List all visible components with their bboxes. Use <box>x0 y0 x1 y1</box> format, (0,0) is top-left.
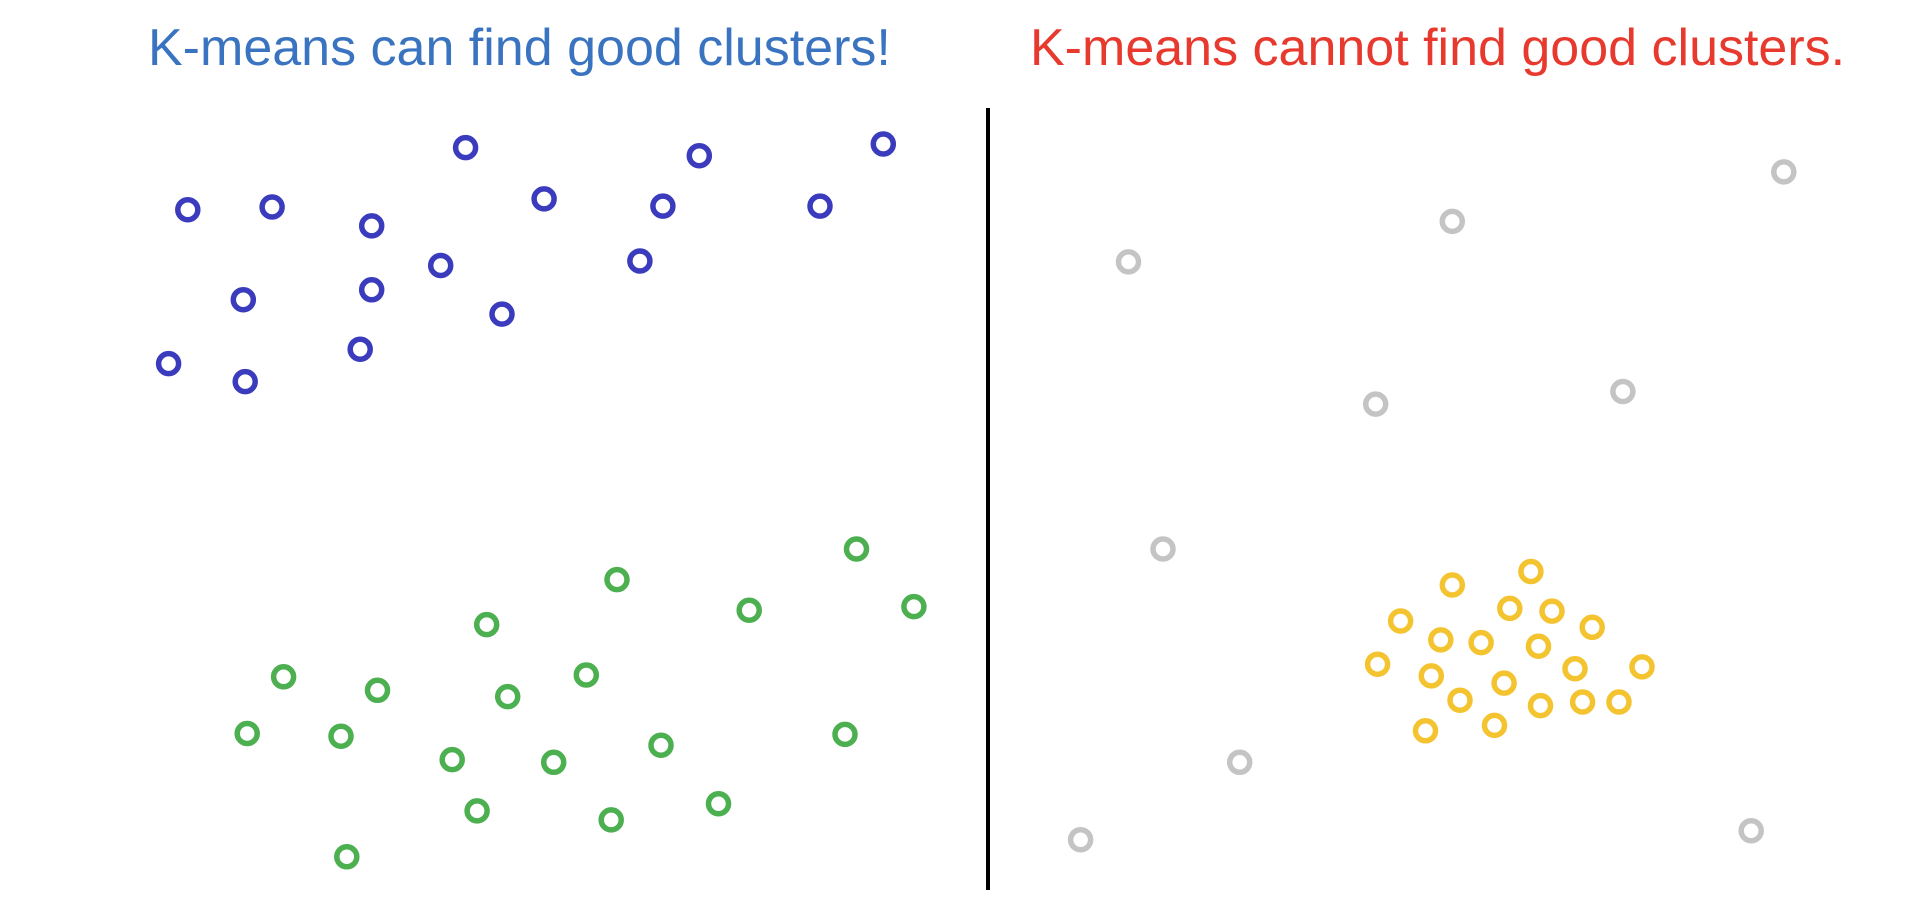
yellow-point-14 <box>1629 654 1655 680</box>
gray-point-3 <box>1771 159 1797 185</box>
green-point-10 <box>234 720 260 747</box>
green-point-3 <box>736 597 762 623</box>
gray-point-8 <box>1067 826 1094 853</box>
gray-point-2 <box>1439 208 1466 235</box>
gray-point-1 <box>1115 249 1142 275</box>
blue-point-5 <box>531 186 557 212</box>
gray-point-6 <box>1150 536 1176 562</box>
yellow-point-1 <box>1439 572 1466 598</box>
blue-point-6 <box>650 193 676 219</box>
yellow-point-16 <box>1527 692 1554 719</box>
yellow-point-12 <box>1491 670 1517 696</box>
blue-point-8 <box>807 193 833 219</box>
yellow-point-8 <box>1525 633 1552 659</box>
yellow-point-6 <box>1428 627 1454 653</box>
green-point-11 <box>328 723 354 749</box>
green-point-16 <box>464 798 490 824</box>
gray-point-5 <box>1610 378 1636 405</box>
blue-point-10 <box>230 286 257 313</box>
yellow-point-10 <box>1364 651 1391 677</box>
green-point-1 <box>843 536 870 562</box>
yellow-point-19 <box>1412 718 1439 744</box>
green-point-17 <box>598 807 624 833</box>
green-point-8 <box>494 683 521 710</box>
green-point-4 <box>473 611 500 638</box>
green-point-14 <box>648 732 674 758</box>
left-panel <box>155 131 927 870</box>
green-point-6 <box>270 664 297 690</box>
green-point-19 <box>334 844 360 870</box>
blue-point-3 <box>358 213 385 239</box>
yellow-point-11 <box>1418 663 1445 689</box>
yellow-point-5 <box>1539 598 1565 624</box>
yellow-point-18 <box>1606 689 1632 715</box>
green-point-9 <box>573 662 600 688</box>
yellow-point-9 <box>1579 614 1605 641</box>
green-point-18 <box>705 790 732 817</box>
green-point-15 <box>832 721 858 748</box>
right-panel <box>1067 159 1797 853</box>
green-point-12 <box>439 746 465 773</box>
blue-point-9 <box>870 131 897 157</box>
gray-point-4 <box>1362 391 1389 417</box>
blue-point-11 <box>358 277 385 303</box>
yellow-point-4 <box>1497 595 1523 622</box>
blue-point-2 <box>259 194 285 220</box>
left-panel-title: K-means can find good clusters! <box>148 19 891 77</box>
yellow-point-15 <box>1447 687 1473 713</box>
blue-point-1 <box>175 196 201 223</box>
yellow-point-7 <box>1468 629 1494 656</box>
yellow-point-3 <box>1387 608 1414 634</box>
blue-point-12 <box>427 252 454 279</box>
blue-point-15 <box>155 350 182 377</box>
yellow-point-20 <box>1481 712 1508 739</box>
right-panel-title: K-means cannot find good clusters. <box>1030 19 1846 77</box>
green-point-5 <box>901 593 927 620</box>
yellow-point-17 <box>1569 689 1596 715</box>
blue-point-4 <box>452 134 479 161</box>
yellow-point-2 <box>1518 558 1544 585</box>
gray-point-9 <box>1738 817 1764 844</box>
blue-point-13 <box>489 301 515 327</box>
green-point-13 <box>540 749 567 776</box>
green-point-7 <box>364 677 391 704</box>
yellow-point-13 <box>1562 655 1588 682</box>
blue-point-7 <box>686 142 713 169</box>
gray-point-7 <box>1226 749 1253 776</box>
blue-point-14 <box>627 248 653 274</box>
blue-point-17 <box>347 336 373 362</box>
panel-divider <box>986 108 990 890</box>
blue-point-16 <box>232 368 258 395</box>
green-point-2 <box>604 566 630 593</box>
